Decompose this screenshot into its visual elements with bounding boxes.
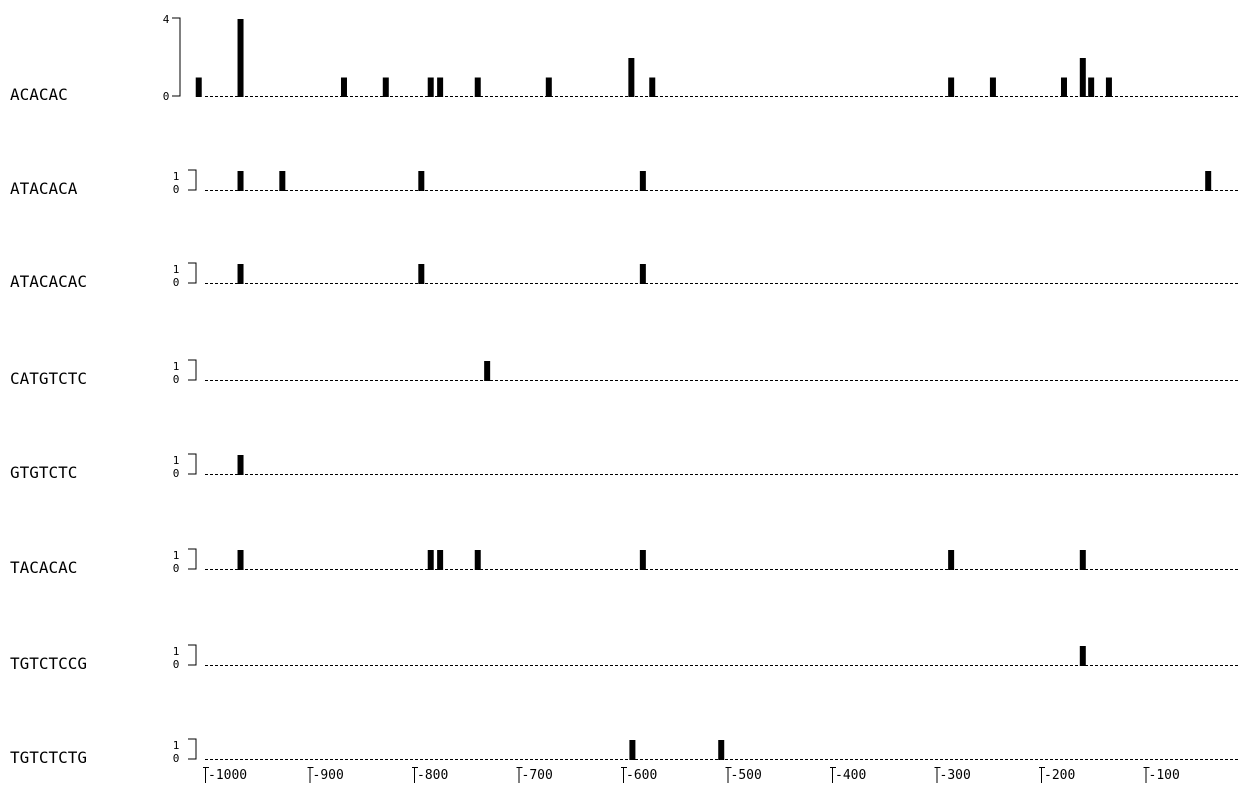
bar [474,550,481,570]
series-label: CATGTCTC [10,369,87,388]
bar [237,19,244,97]
bar [545,77,552,97]
x-tick-label: -200 [1044,768,1075,783]
y-axis-bracket [188,359,197,381]
y-tick-label: 1 [173,645,180,658]
bar [1079,58,1086,97]
y-tick-label: 0 [173,183,180,196]
series-label: ATACACA [10,179,78,198]
y-tick-label: 0 [173,658,180,671]
x-tick-label: -100 [1149,768,1180,783]
y-tick-label: 1 [173,454,180,467]
bar [948,77,955,97]
bar [639,264,646,284]
bar [382,77,389,97]
bar [418,171,425,191]
bar [237,455,244,475]
bar [948,550,955,570]
x-tick-label: -900 [313,768,344,783]
bar [1060,77,1067,97]
y-tick-label: 1 [173,360,180,373]
series-label: TACACAC [10,558,77,577]
y-axis-bracket [188,548,197,570]
bar [639,550,646,570]
y-axis-bracket [188,169,197,191]
series-label: GTGTCTC [10,463,77,482]
y-axis-bracket [188,453,197,475]
bar [195,77,202,97]
y-axis-bracket [172,17,181,97]
bar [427,77,434,97]
bar [437,550,444,570]
y-tick-label: 1 [173,170,180,183]
bar [484,361,491,381]
series-label: ACACAC [10,85,68,104]
bar [427,550,434,570]
bar [1079,550,1086,570]
bar [629,740,636,760]
y-axis-bracket [188,262,197,284]
bar [237,264,244,284]
x-tick-label: -1000 [208,768,247,783]
bar [649,77,656,97]
y-tick-label: 4 [163,13,170,26]
y-tick-label: 0 [173,562,180,575]
bar [1105,77,1112,97]
bar [989,77,996,97]
bar [1205,171,1212,191]
y-tick-label: 0 [173,276,180,289]
bar [718,740,725,760]
bar [639,171,646,191]
x-tick-label: -400 [835,768,866,783]
y-tick-label: 0 [163,90,170,103]
bar [1079,646,1086,666]
x-tick-label: -300 [940,768,971,783]
y-tick-label: 0 [173,467,180,480]
y-tick-label: 1 [173,263,180,276]
y-axis-bracket [188,738,197,760]
series-label: ATACACAC [10,272,87,291]
bar [279,171,286,191]
bar [340,77,347,97]
bar [474,77,481,97]
bar [437,77,444,97]
x-tick-label: -600 [626,768,657,783]
y-axis-bracket [188,644,197,666]
y-tick-label: 1 [173,549,180,562]
bar [1088,77,1095,97]
series-label: TGTCTCCG [10,654,87,673]
x-tick-label: -500 [731,768,762,783]
series-label: TGTCTCTG [10,748,87,767]
y-tick-label: 0 [173,373,180,386]
x-tick-label: -800 [417,768,448,783]
bar [628,58,635,97]
bar [237,550,244,570]
bar [418,264,425,284]
y-tick-label: 0 [173,752,180,765]
bar [237,171,244,191]
y-tick-label: 1 [173,739,180,752]
x-tick-label: -700 [522,768,553,783]
